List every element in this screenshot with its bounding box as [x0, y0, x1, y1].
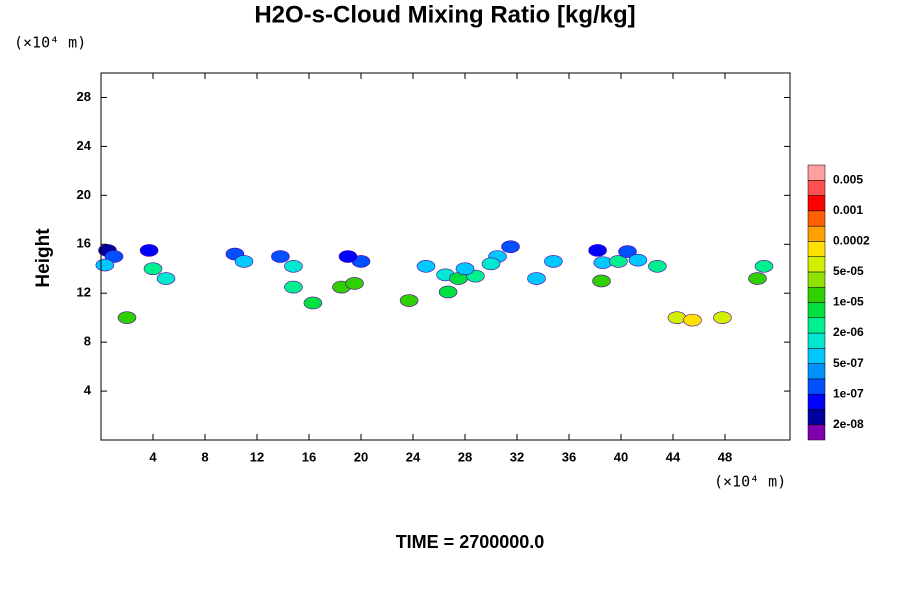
y-tick-label: 4: [84, 383, 92, 398]
cloud-cell: [156, 272, 176, 285]
y-tick-label: 28: [77, 89, 91, 104]
footer: TIME = 2700000.0: [396, 532, 545, 552]
plot-frame: [100, 72, 791, 441]
colorbar-box: [807, 378, 826, 395]
x-tick-label: 48: [718, 449, 732, 464]
cloud-cell: [416, 259, 436, 273]
colorbar-box: [807, 164, 826, 181]
colorbar-label: 1e-05: [833, 295, 864, 309]
cloud-cell: [95, 258, 115, 272]
y-tick-label: 16: [77, 236, 91, 251]
x-tick-label: 12: [250, 449, 264, 464]
colorbar-box: [807, 271, 826, 288]
colorbar-box: [807, 393, 826, 410]
colorbar-box: [807, 409, 826, 425]
colorbar-box: [807, 225, 826, 242]
cloud-cell: [713, 311, 732, 324]
cloud-cell: [544, 255, 563, 268]
y-tick-label: 24: [77, 138, 92, 153]
x-tick-label: 32: [510, 449, 524, 464]
cloud-cell: [139, 244, 159, 257]
cloud-cell: [271, 250, 290, 263]
x-tick-label: 40: [614, 449, 628, 464]
colorbar-box: [807, 180, 826, 196]
y-tick-label: 20: [77, 187, 91, 202]
x-tick-label: 20: [354, 449, 368, 464]
colorbar-box: [807, 302, 826, 319]
cloud-cell: [303, 296, 323, 310]
cloud-cell: [683, 313, 702, 327]
colorbar-box: [807, 241, 826, 257]
colorbar-box: [807, 256, 826, 273]
cloud-cell: [338, 250, 358, 263]
colorbar-label: 0.0002: [833, 234, 870, 248]
colorbar-label: 2e-06: [833, 325, 864, 339]
cloud-cell: [609, 255, 628, 268]
cloud-cell: [618, 245, 637, 258]
colorbar-label: 2e-08: [833, 417, 864, 431]
x-tick-label: 4: [149, 449, 157, 464]
y-tick-label: 8: [84, 334, 91, 349]
colorbar-box: [807, 210, 826, 227]
x-tick-label: 44: [666, 449, 681, 464]
x-tick-label: 36: [562, 449, 576, 464]
cloud-cell: [284, 280, 303, 294]
colorbar-label: 0.001: [833, 203, 863, 217]
x-unit: (×10⁴ m): [714, 473, 786, 491]
x-tick-label: 24: [406, 449, 421, 464]
colorbar-label: 0.005: [833, 172, 863, 186]
y-unit: (×10⁴ m): [14, 34, 86, 52]
cloud-cell: [592, 274, 611, 288]
cloud-cell: [593, 256, 613, 269]
cloud-cell: [588, 244, 607, 257]
cloud-cell: [143, 262, 163, 276]
cloud-cell: [345, 277, 364, 290]
cloud-cell: [104, 250, 124, 263]
chart-title: H2O-s-Cloud Mixing Ratio [kg/kg]: [254, 1, 635, 28]
colorbar-box: [807, 424, 826, 441]
colorbar-label: 5e-05: [833, 264, 864, 278]
colorbar-box: [807, 317, 826, 334]
cloud-cell: [455, 262, 475, 276]
colorbar-box: [807, 348, 826, 364]
cloud-cell: [234, 255, 254, 268]
y-axis-label: Height: [33, 228, 54, 288]
x-tick-label: 8: [201, 449, 208, 464]
cloud-cell: [501, 240, 520, 254]
cloud-cell: [748, 272, 767, 285]
colorbar-box: [807, 195, 826, 212]
y-tick-label: 12: [77, 285, 91, 300]
colorbar-box: [807, 363, 826, 380]
colorbar-label: 1e-07: [833, 386, 864, 400]
cloud-cell: [667, 311, 687, 324]
cloud-cell: [438, 285, 458, 299]
cloud-cell: [117, 311, 137, 324]
cloud-cell: [399, 294, 419, 307]
colorbar-box: [807, 332, 826, 349]
colorbar-label: 5e-07: [833, 356, 864, 370]
cloud-cell: [628, 253, 648, 267]
cloud-cell: [284, 259, 303, 273]
colorbar-box: [807, 286, 826, 303]
x-tick-label: 16: [302, 449, 316, 464]
cloud-cell: [648, 259, 667, 273]
cloud-cell: [754, 259, 774, 273]
cloud-cell: [481, 257, 501, 271]
cloud-cell: [527, 272, 546, 285]
x-tick-label: 28: [458, 449, 472, 464]
